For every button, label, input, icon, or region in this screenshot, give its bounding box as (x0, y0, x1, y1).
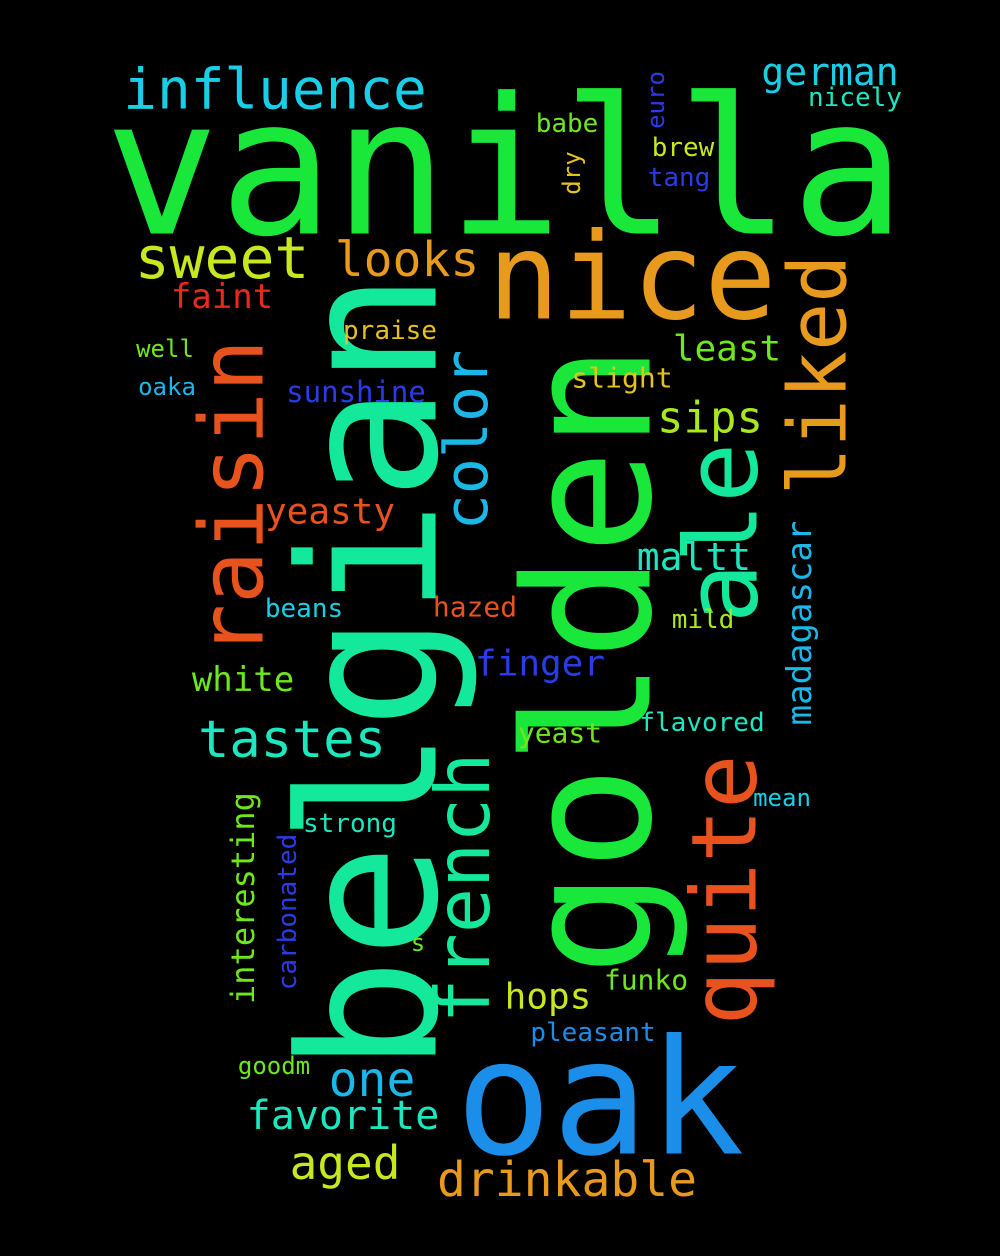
word-nicely: nicely (808, 83, 902, 113)
word-belgian: belgian (260, 272, 481, 1073)
word-oak: oak (456, 1005, 745, 1192)
word-goodm: goodm (238, 1052, 310, 1080)
word-quite: quite (673, 755, 778, 1026)
word-oaka: oaka (138, 373, 196, 401)
word-pleasant: pleasant (530, 1018, 655, 1048)
word-one: one (329, 1052, 416, 1108)
word-mild: mild (672, 605, 735, 635)
word-interesting: interesting (224, 792, 262, 1004)
word-nice: nice (488, 209, 777, 348)
word-yeasty: yeasty (265, 492, 395, 533)
word-german: german (761, 50, 898, 94)
word-tastes: tastes (198, 710, 386, 770)
word-tang: tang (648, 163, 711, 193)
word-sunshine: sunshine (286, 375, 426, 409)
word-dry: dry (558, 151, 586, 194)
word-mean: mean (753, 784, 811, 812)
word-least: least (673, 329, 781, 370)
word-raisin: raisin (181, 339, 284, 657)
word-color: color (432, 350, 502, 531)
word-sweet: sweet (135, 224, 310, 292)
word-drinkable: drinkable (437, 1152, 697, 1208)
word-s: s (411, 929, 425, 957)
word-ale: ale (664, 443, 781, 624)
word-faint: faint (171, 277, 273, 317)
word-babe: babe (536, 109, 599, 139)
word-slight: slight (571, 362, 672, 395)
word-white: white (192, 660, 294, 700)
word-strong: strong (303, 809, 397, 839)
word-carbonated: carbonated (273, 834, 303, 991)
word-funko: funko (604, 964, 688, 997)
word-euro: euro (642, 71, 670, 129)
word-aged: aged (290, 1136, 401, 1190)
word-brew: brew (652, 133, 715, 163)
word-beans: beans (265, 594, 343, 624)
word-yeast: yeast (518, 717, 602, 750)
word-praise: praise (343, 316, 437, 346)
word-madagascar: madagascar (780, 521, 820, 726)
word-liked: liked (772, 255, 865, 496)
word-finger: finger (475, 644, 605, 685)
word-favorite: favorite (247, 1093, 440, 1139)
word-looks: looks (335, 232, 480, 288)
word-hops: hops (505, 977, 592, 1018)
word-influence: influence (123, 58, 426, 123)
word-maltt: maltt (637, 535, 751, 579)
word-sips: sips (657, 393, 763, 444)
word-well: well (136, 335, 194, 363)
word-french: french (419, 753, 507, 1024)
word-golden: golden (489, 344, 692, 976)
word-hazed: hazed (433, 591, 517, 624)
word-flavored: flavored (639, 708, 764, 738)
word-vanilla: vanilla (105, 58, 906, 279)
